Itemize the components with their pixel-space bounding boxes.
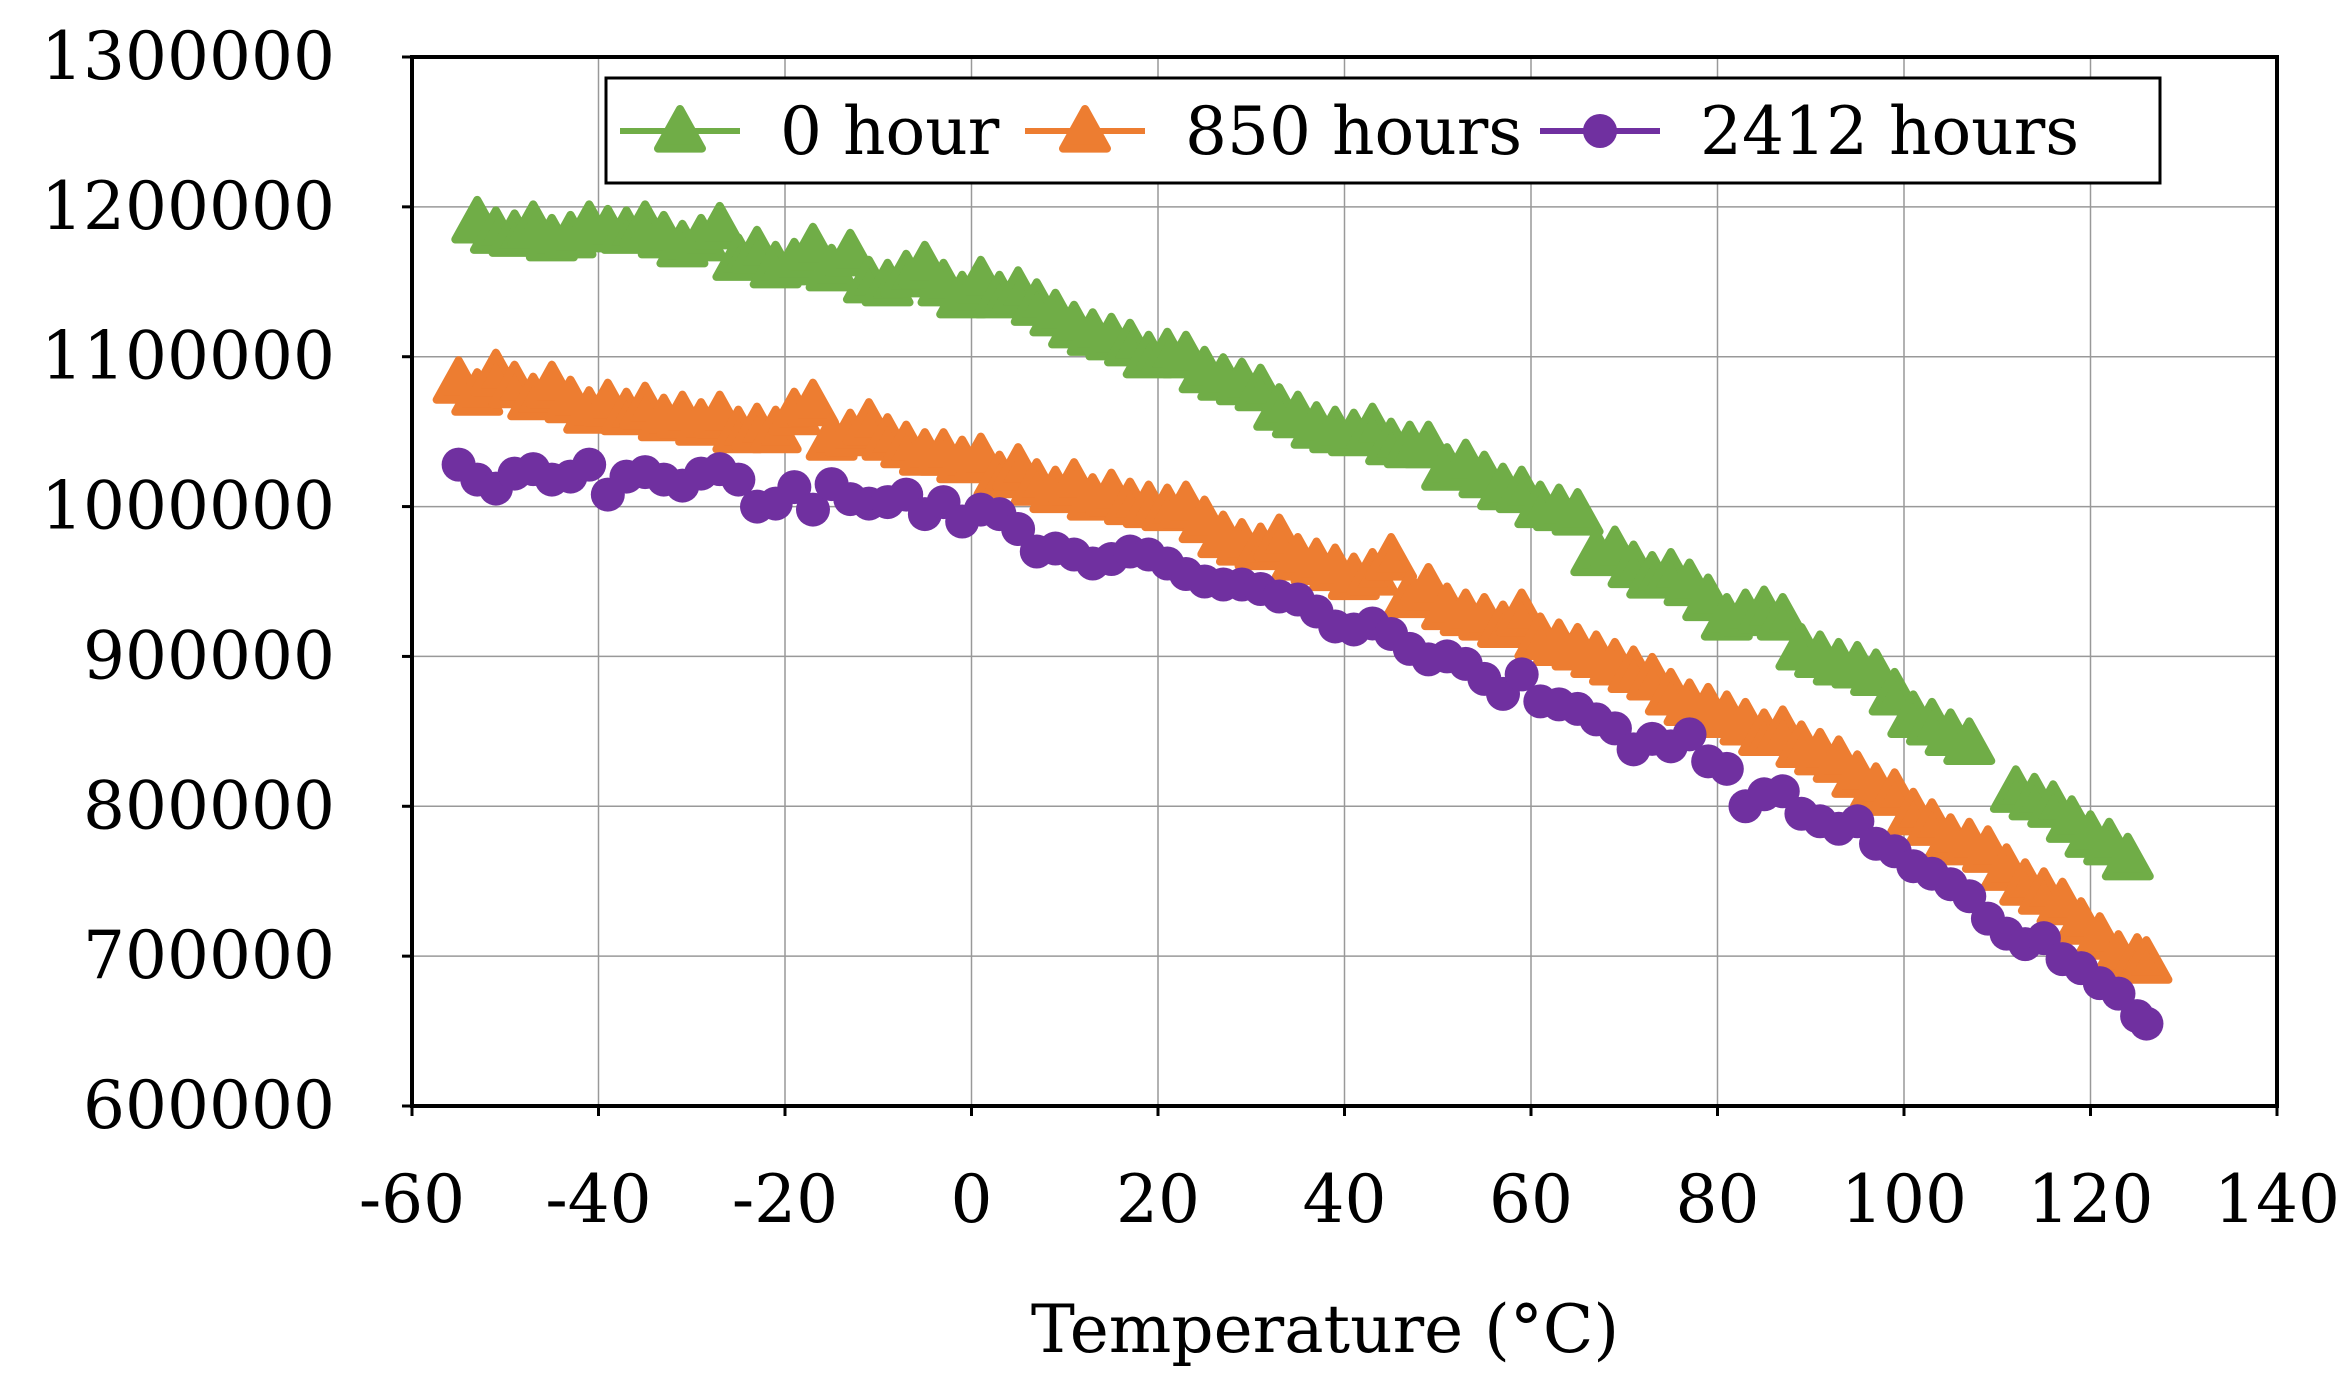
data-point [1001, 512, 1036, 547]
legend-marker [654, 105, 706, 153]
y-tick-label: 1000000 [41, 468, 335, 545]
legend-item: 0 hour [620, 93, 1000, 170]
x-axis: -60 -40 -20 0 20 40 60 80 100 120 140 [359, 1106, 2340, 1238]
data-point [2120, 936, 2173, 984]
x-tick-label: 40 [1303, 1161, 1387, 1238]
legend-label: 850 hours [1185, 93, 1522, 170]
legend: 0 hour 850 hours 2412 hours [604, 76, 2162, 185]
x-axis-title: Temperature (°C) [1031, 1291, 1619, 1368]
y-tick-label: 800000 [83, 767, 335, 844]
data-point [824, 228, 877, 277]
data-point [777, 470, 812, 505]
data-point [2101, 976, 2136, 1011]
x-tick-label: 0 [951, 1161, 993, 1238]
series-850-hours [432, 348, 2173, 984]
data-point [1551, 488, 1604, 536]
data-point [1952, 879, 1987, 914]
y-tick-label: 900000 [83, 617, 335, 694]
data-point [1943, 717, 1996, 765]
data-point [786, 378, 839, 427]
data-point [795, 492, 830, 527]
data-point [1504, 657, 1539, 692]
data-point [1365, 533, 1418, 581]
data-point [1756, 592, 1809, 641]
legend-items: 0 hour 850 hours 2412 hours [620, 93, 2079, 170]
x-tick-label: -20 [732, 1161, 838, 1238]
data-point [693, 201, 746, 250]
legend-marker [1583, 114, 1617, 148]
legend-box [604, 76, 2162, 185]
y-tick-label: 600000 [83, 1067, 335, 1144]
x-tick-label: 100 [1841, 1161, 1967, 1238]
legend-item: 2412 hours [1540, 93, 2079, 170]
y-tick-label: 1100000 [41, 318, 335, 395]
legend-item: 850 hours [1025, 93, 1522, 170]
data-point [572, 447, 607, 482]
legend-label: 2412 hours [1700, 93, 2079, 170]
legend-label: 0 hour [780, 93, 1000, 170]
x-tick-label: 20 [1116, 1161, 1200, 1238]
x-tick-label: -60 [359, 1161, 465, 1238]
x-tick-label: 80 [1676, 1161, 1760, 1238]
y-axis: 600000 700000 800000 900000 1000000 1100000 12… [41, 18, 412, 1144]
y-tick-label: 700000 [83, 917, 335, 994]
y-tick-label: 1300000 [41, 18, 335, 95]
x-tick-label: 120 [2028, 1161, 2154, 1238]
data-point [1672, 717, 1707, 752]
x-tick-label: 60 [1489, 1161, 1573, 1238]
y-tick-label: 1200000 [41, 168, 335, 245]
legend-marker [1059, 105, 1111, 153]
data-point [1840, 804, 1875, 839]
data-point [1765, 774, 1800, 809]
data-point [2101, 832, 2154, 881]
series-layer [432, 195, 2173, 1041]
data-point [2129, 1006, 2164, 1041]
series-2412-hours [441, 447, 2164, 1041]
series-0-hour [451, 195, 2154, 881]
data-point [721, 462, 756, 497]
x-tick-label: -40 [545, 1161, 651, 1238]
x-tick-label: 140 [2214, 1161, 2340, 1238]
data-point [1709, 751, 1744, 786]
